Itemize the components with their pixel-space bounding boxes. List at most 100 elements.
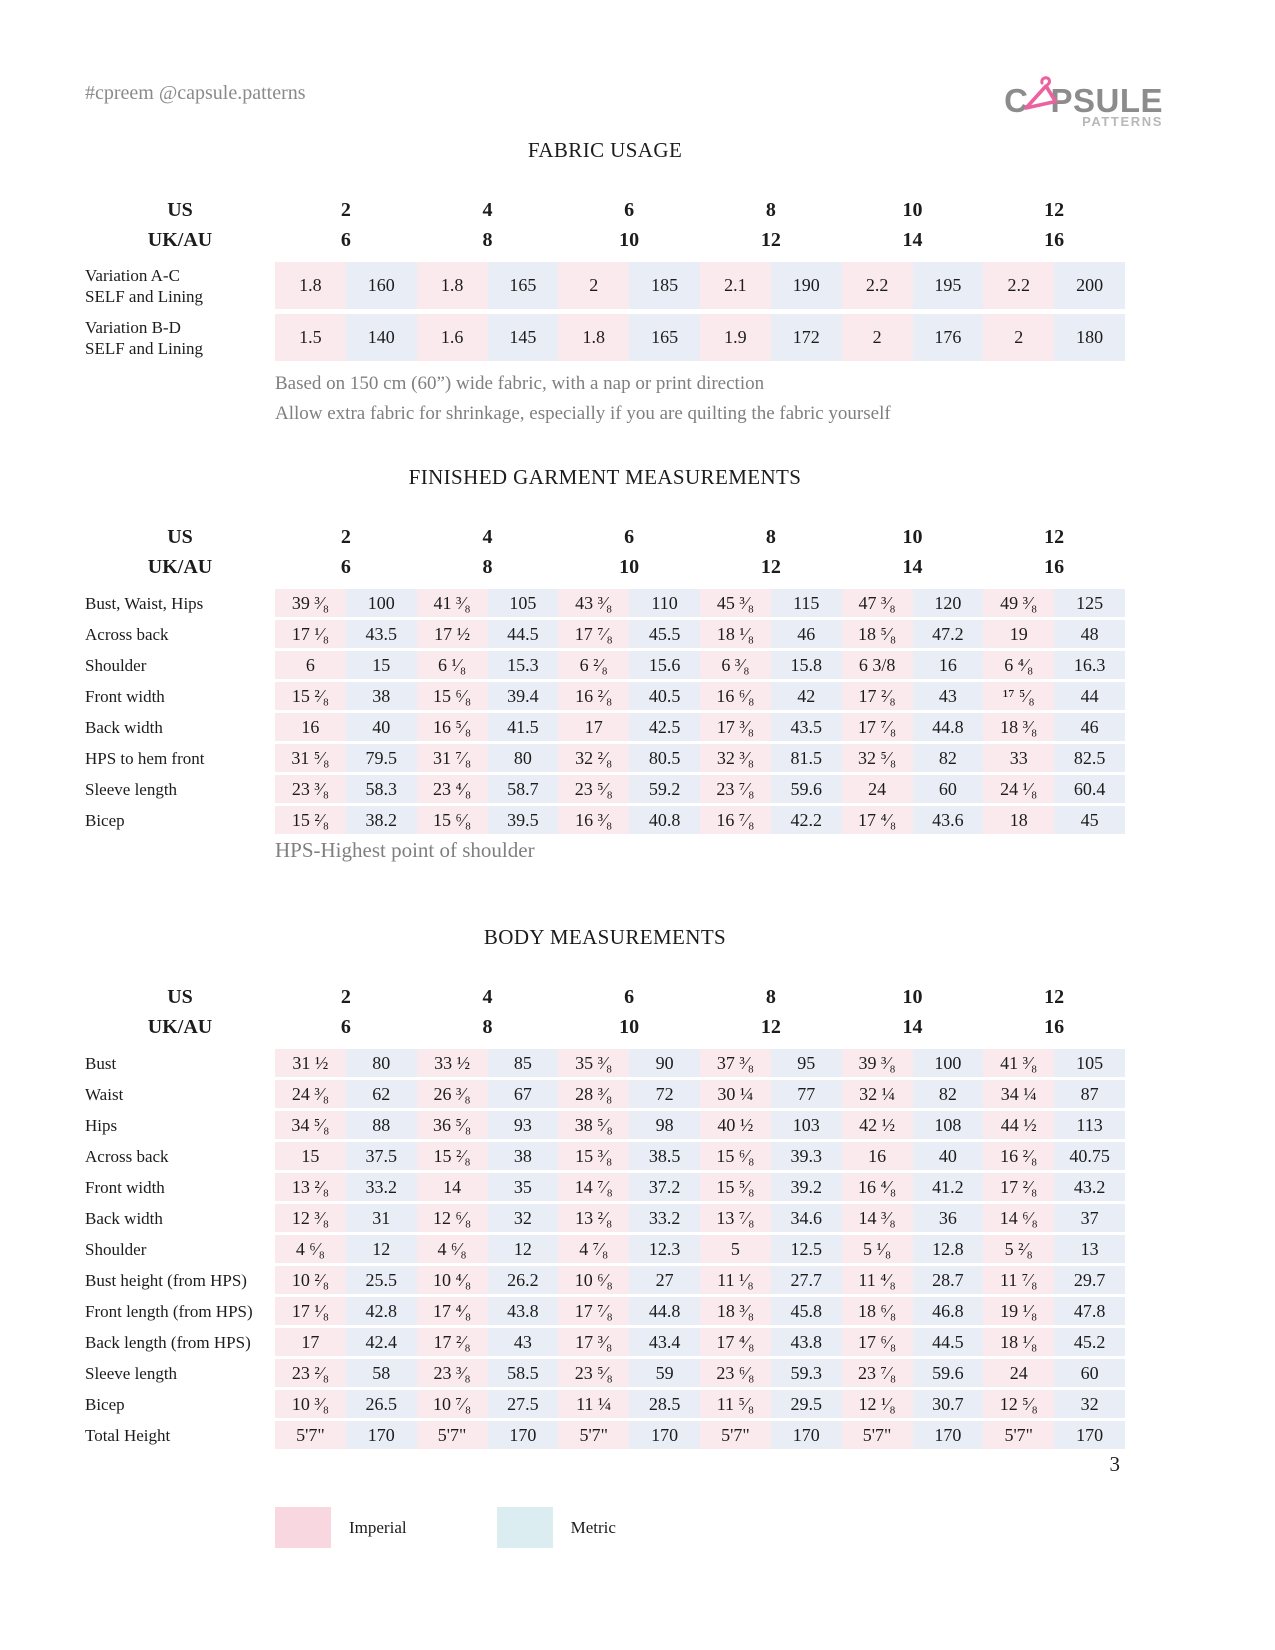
imperial-value: 39 ³⁄₈ [841, 1049, 913, 1077]
size-value: 14 [902, 555, 923, 578]
imperial-value: 49 ³⁄₈ [983, 589, 1055, 617]
size-system-label: US [167, 525, 193, 548]
metric-value: 185 [629, 262, 700, 309]
row-label: HPS to hem front [85, 748, 205, 768]
metric-value: 172 [770, 314, 842, 361]
metric-value: 27 [629, 1266, 700, 1294]
metric-value: 45 [1054, 806, 1125, 834]
imperial-value: 31 ⁷⁄₈ [416, 744, 488, 772]
metric-value: 47.2 [912, 620, 984, 648]
metric-value: 170 [345, 1421, 417, 1449]
finished-garment-table: Bust, Waist, Hips 39 ³⁄₈ 100 41 ³⁄₈ 105 43 ³⁄… [85, 589, 1125, 834]
size-header-row-ukau: UK/AU 6 8 10 12 14 16 [85, 225, 1125, 255]
logo-letter-c: C [1004, 81, 1029, 119]
row-label: Back width [85, 717, 163, 737]
imperial-value: 15 ²⁄₈ [416, 1142, 488, 1170]
logo-wordmark: C PSULE [1004, 76, 1163, 121]
imperial-value: 32 ²⁄₈ [558, 744, 630, 772]
metric-value: 105 [1054, 1049, 1125, 1077]
imperial-value: 28 ³⁄₈ [558, 1080, 630, 1108]
metric-value: 200 [1054, 262, 1125, 309]
metric-value: 27.7 [770, 1266, 842, 1294]
metric-value: 33.2 [629, 1204, 700, 1232]
size-value: 6 [340, 1015, 351, 1038]
imperial-value: 17 [275, 1328, 346, 1356]
imperial-value: 18 ⁵⁄₈ [841, 620, 913, 648]
table-row: Shoulder 6 15 6 ¹⁄₈ 15.3 6 ²⁄₈ 15.6 6 ³⁄₈ 15.8 6 … [85, 651, 1125, 679]
metric-value: 60 [1054, 1359, 1125, 1387]
hanger-icon [1021, 74, 1059, 121]
metric-value: 40.8 [629, 806, 700, 834]
metric-value: 30.7 [912, 1390, 984, 1418]
size-value: 16 [1044, 228, 1065, 251]
imperial-value: 32 ³⁄₈ [700, 744, 771, 772]
imperial-value: 5'7" [983, 1421, 1055, 1449]
size-system-label: UK/AU [147, 1015, 213, 1038]
metric-value: 12 [345, 1235, 417, 1263]
imperial-value: 10 ⁷⁄₈ [416, 1390, 488, 1418]
imperial-value: 15 ⁵⁄₈ [700, 1173, 771, 1201]
fabric-usage-title: FABRIC USAGE [527, 138, 683, 162]
metric-value: 16.3 [1054, 651, 1125, 679]
imperial-value: ¹⁷ ⁵⁄₈ [983, 682, 1055, 710]
imperial-value: 2.2 [841, 262, 913, 309]
metric-value: 176 [912, 314, 984, 361]
metric-value: 40.5 [629, 682, 700, 710]
metric-value: 190 [770, 262, 842, 309]
metric-value: 29.5 [770, 1390, 842, 1418]
imperial-value: 15 ⁶⁄₈ [416, 806, 488, 834]
imperial-value: 17 [558, 713, 630, 741]
metric-value: 82.5 [1054, 744, 1125, 772]
metric-value: 37.5 [345, 1142, 417, 1170]
metric-value: 100 [345, 589, 417, 617]
row-label: Front width [85, 686, 165, 706]
imperial-value: 30 ¼ [700, 1080, 771, 1108]
imperial-value: 23 ⁵⁄₈ [558, 1359, 630, 1387]
logo-subtitle: PATTERNS [1082, 114, 1163, 129]
metric-value: 170 [1054, 1421, 1125, 1449]
imperial-value: 11 ⁵⁄₈ [700, 1390, 771, 1418]
size-value: 8 [765, 525, 776, 548]
imperial-value: 6 ³⁄₈ [700, 651, 771, 679]
imperial-value: 23 ⁴⁄₈ [416, 775, 488, 803]
metric-value: 13 [1054, 1235, 1125, 1263]
imperial-value: 17 ⁴⁄₈ [700, 1328, 771, 1356]
metric-value: 160 [345, 262, 417, 309]
metric-value: 58.5 [487, 1359, 559, 1387]
size-value: 12 [1044, 525, 1065, 548]
metric-value: 39.3 [770, 1142, 842, 1170]
imperial-value: 18 ¹⁄₈ [700, 620, 771, 648]
metric-value: 12.3 [629, 1235, 700, 1263]
size-value: 8 [765, 985, 776, 1008]
imperial-value: 15 ³⁄₈ [558, 1142, 630, 1170]
imperial-value: 11 ⁴⁄₈ [841, 1266, 913, 1294]
metric-value: 47.8 [1054, 1297, 1125, 1325]
fabric-size-header: US 2 4 6 8 10 12 UK/AU 6 8 10 12 14 16 [85, 195, 1125, 255]
metric-value: 43 [912, 682, 984, 710]
metric-value: 39.4 [487, 682, 559, 710]
metric-value: 62 [345, 1080, 417, 1108]
imperial-value: 10 ⁶⁄₈ [558, 1266, 630, 1294]
metric-value: 80 [345, 1049, 417, 1077]
metric-value: 43.2 [1054, 1173, 1125, 1201]
row-label: Shoulder [85, 1239, 147, 1259]
imperial-value: 12 ³⁄₈ [275, 1204, 346, 1232]
metric-value: 46 [1054, 713, 1125, 741]
metric-value: 39.5 [487, 806, 559, 834]
metric-value: 93 [487, 1111, 559, 1139]
metric-value: 105 [487, 589, 559, 617]
metric-value: 58.3 [345, 775, 417, 803]
metric-value: 41.2 [912, 1173, 984, 1201]
row-label: Hips [85, 1115, 118, 1135]
row-label: Shoulder [85, 655, 147, 675]
table-row: Back width 16 40 16 ⁵⁄₈ 41.5 17 42.5 17 ³⁄₈ 43.5… [85, 713, 1125, 741]
imperial-value: 6 ⁴⁄₈ [983, 651, 1055, 679]
imperial-color-swatch [275, 1507, 331, 1548]
imperial-value: 32 ⁵⁄₈ [841, 744, 913, 772]
metric-value: 41.5 [487, 713, 559, 741]
metric-value: 27.5 [487, 1390, 559, 1418]
imperial-value: 6 3/8 [841, 651, 913, 679]
row-label: Bust [85, 1053, 117, 1073]
imperial-value: 1.5 [275, 314, 346, 361]
metric-value: 77 [770, 1080, 842, 1108]
